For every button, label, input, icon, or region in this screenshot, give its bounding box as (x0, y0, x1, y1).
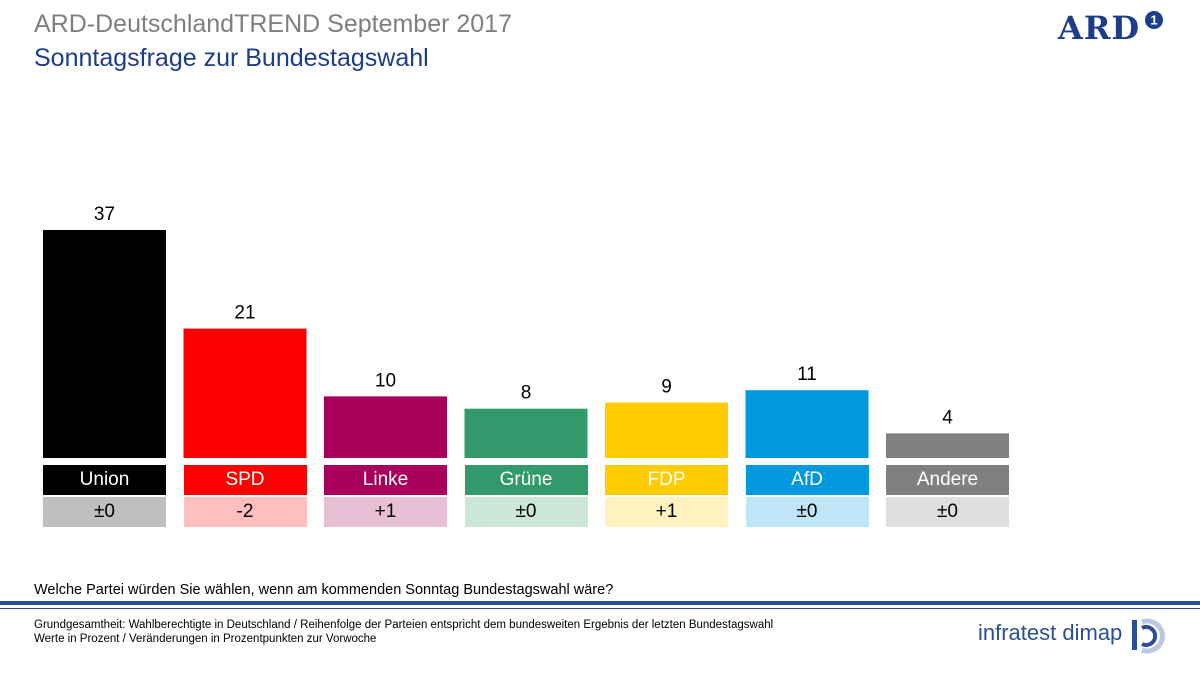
change-label-spd: -2 (183, 497, 307, 527)
party-label-afd: AfD (745, 465, 869, 495)
value-label-afd: 11 (797, 364, 817, 385)
value-label-linke: 10 (375, 370, 396, 391)
change-label-afd: ±0 (745, 497, 869, 527)
change-label-grüne: ±0 (464, 497, 588, 527)
footnote-population: Grundgesamtheit: Wahlberechtigte in Deut… (34, 619, 774, 631)
party-label-spd: SPD (183, 465, 307, 495)
value-label-union: 37 (94, 204, 115, 225)
bar-grüne (464, 408, 588, 458)
footer-rule-thin (0, 608, 1200, 609)
bar-spd (183, 328, 307, 458)
value-label-andere: 4 (942, 407, 953, 428)
party-label-grüne: Grüne (464, 465, 588, 495)
change-label-andere: ±0 (886, 497, 1009, 527)
value-label-spd: 21 (234, 303, 255, 324)
survey-question: Welche Partei würden Sie wählen, wenn am… (34, 582, 614, 598)
footnote-units: Werte in Prozent / Veränderungen in Proz… (34, 633, 377, 645)
party-label-andere: Andere (886, 465, 1009, 495)
party-label-fdp: FDP (605, 465, 728, 495)
bar-andere (886, 433, 1009, 458)
footer-rule (0, 601, 1200, 605)
party-label-linke: Linke (324, 465, 447, 495)
page-subtitle: Sonntagsfrage zur Bundestagswahl (34, 44, 429, 72)
change-label-union: ±0 (43, 497, 166, 527)
ard-logo-text: ARD (1058, 9, 1141, 47)
value-label-fdp: 9 (661, 377, 672, 398)
bar-chart: 37 21 10 8 9 11 4 (43, 204, 1009, 458)
bar-linke (324, 396, 447, 458)
infratest-dimap-logo-icon (1132, 618, 1165, 654)
ard-one-digit: 1 (1150, 13, 1157, 28)
ard-logo: ARD 1 (1058, 8, 1170, 48)
ard-one-icon: 1 (1145, 11, 1163, 29)
infratest-dimap-logo-text: infratest dimap (978, 620, 1123, 645)
change-label-linke: +1 (324, 497, 447, 527)
bar-fdp (605, 402, 728, 458)
value-label-grüne: 8 (521, 383, 532, 404)
bar-afd (745, 390, 869, 458)
page-title: ARD-DeutschlandTREND September 2017 (34, 10, 512, 38)
change-label-fdp: +1 (605, 497, 728, 527)
bar-union (43, 230, 166, 458)
party-label-union: Union (43, 465, 166, 495)
